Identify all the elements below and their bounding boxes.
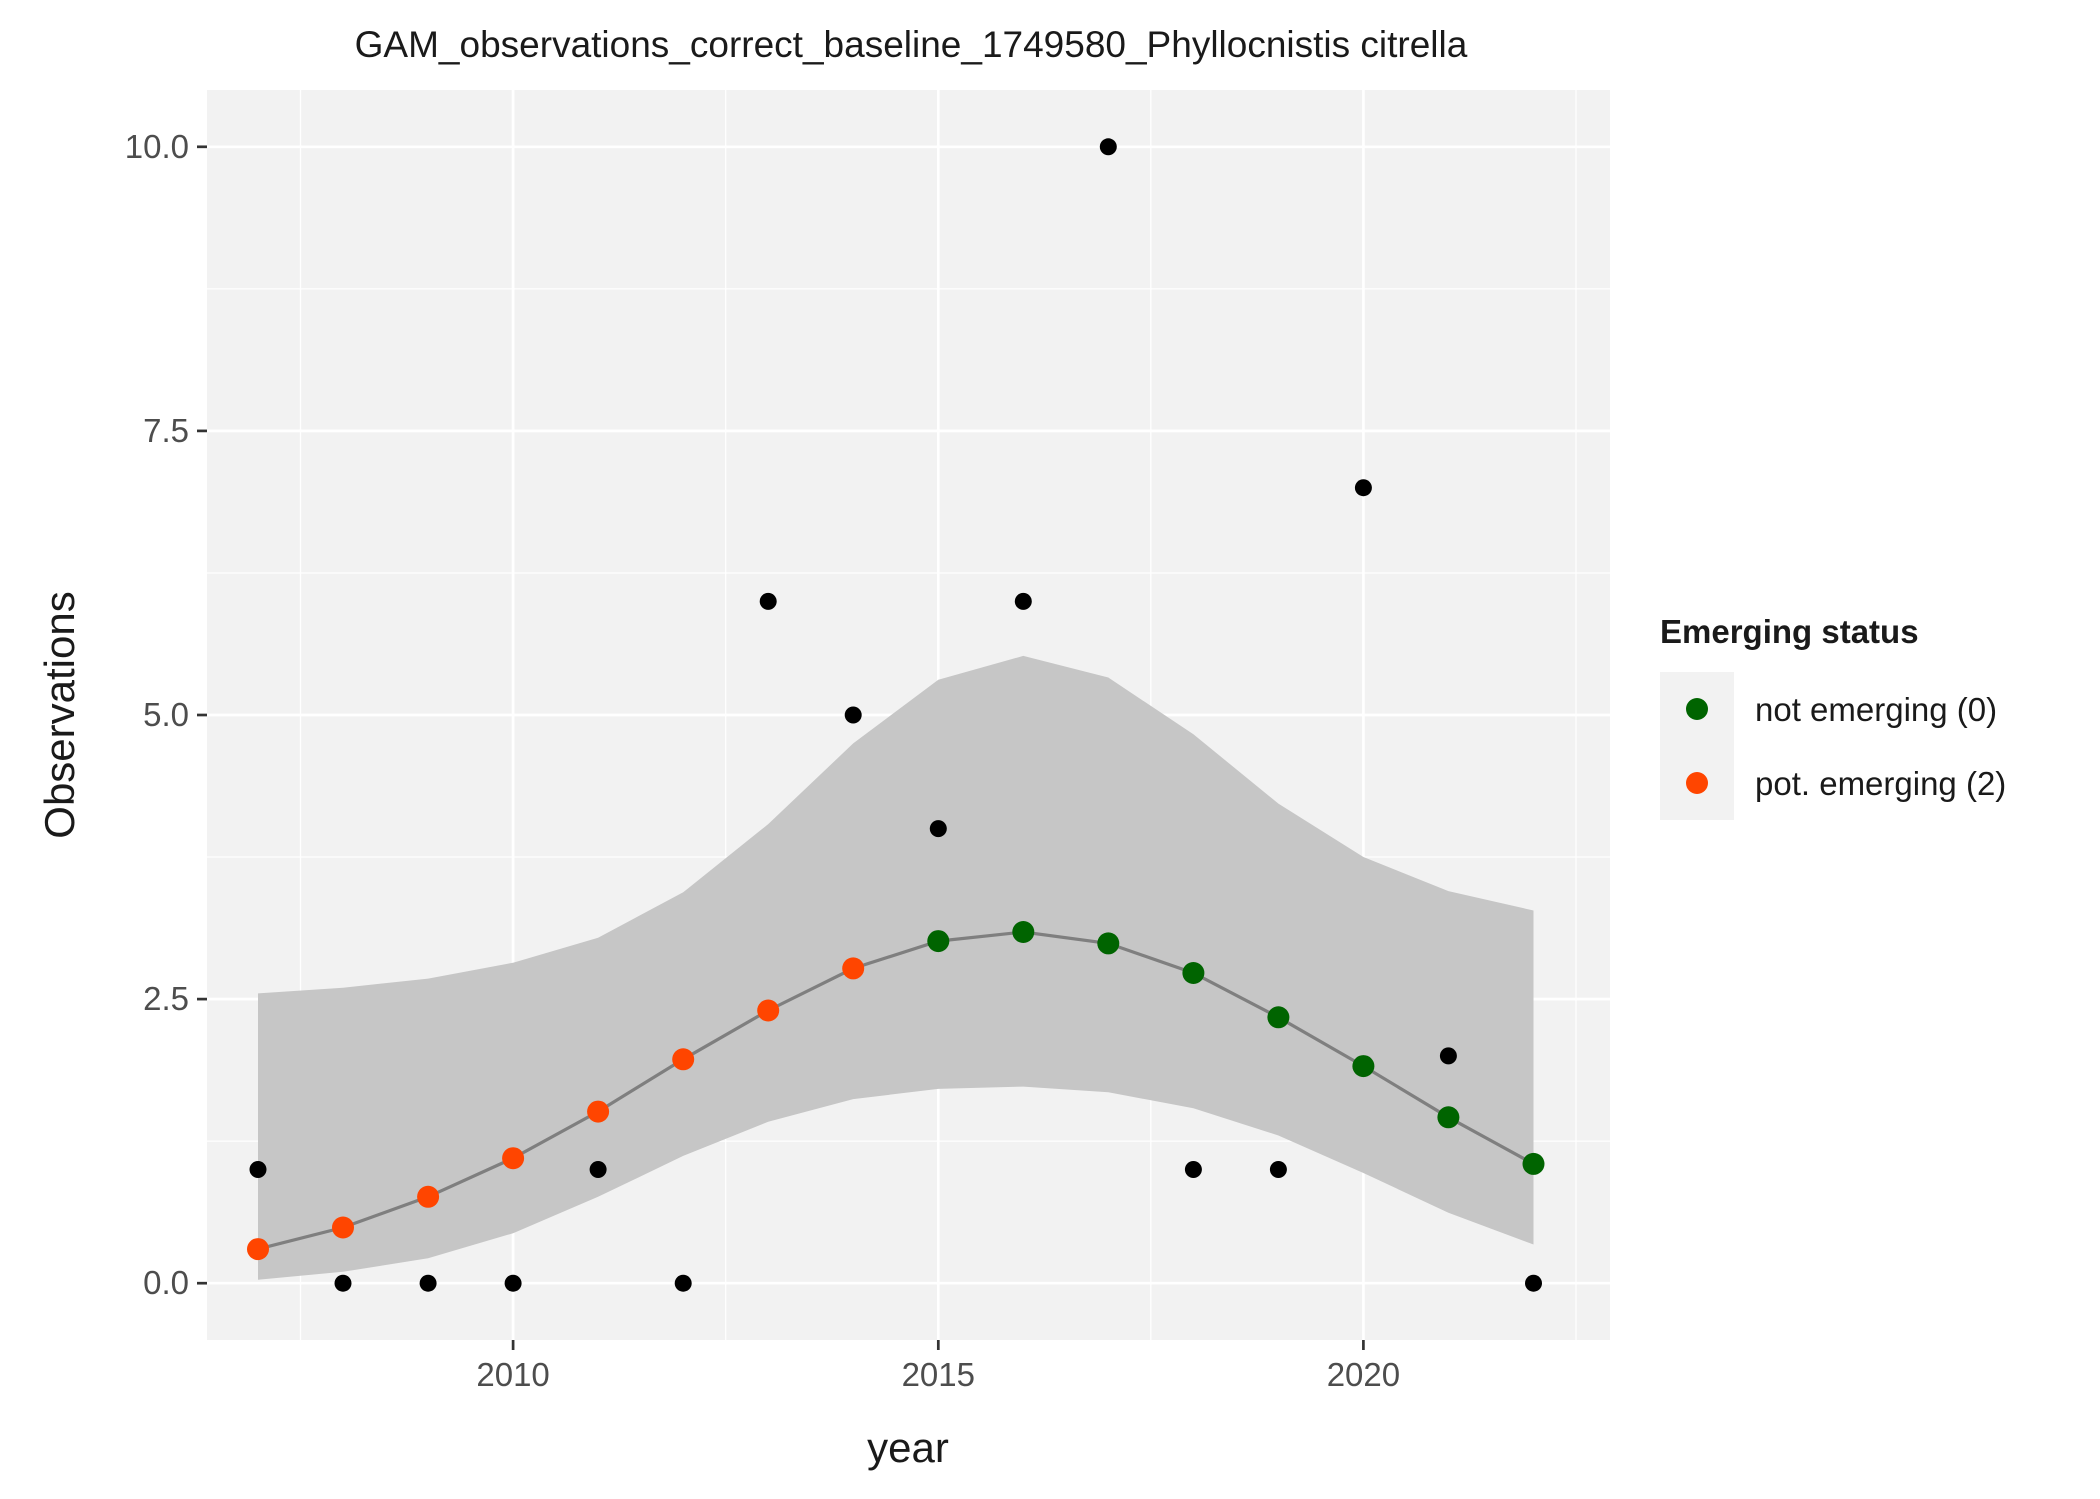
y-axis-label: Observations (36, 591, 83, 838)
legend-label-not-emerging: not emerging (0) (1755, 691, 1997, 728)
y-tick-label: 5.0 (143, 696, 189, 733)
fitted-point (1352, 1055, 1375, 1078)
fitted-point (247, 1238, 269, 1261)
y-tick-label: 10.0 (125, 128, 189, 165)
fitted-point (672, 1048, 695, 1071)
plot-panel (207, 90, 1610, 1340)
fitted-point (502, 1147, 525, 1170)
observed-point (1525, 1274, 1542, 1292)
x-axis: 2010 2015 2020 (476, 1340, 1400, 1393)
fitted-point (332, 1216, 354, 1239)
legend-key-pot-emerging (1686, 772, 1708, 794)
observed-point (589, 1161, 607, 1178)
observed-point (1014, 592, 1032, 610)
x-tick-label: 2010 (476, 1356, 549, 1393)
observed-point (929, 820, 947, 838)
observed-points (249, 138, 1542, 1292)
chart-title: GAM_observations_correct_baseline_174958… (355, 24, 1468, 65)
observed-point (1184, 1161, 1202, 1178)
y-tick-label: 2.5 (143, 980, 189, 1017)
y-axis: 0.0 2.5 5.0 7.5 10.0 (125, 128, 207, 1301)
fitted-point (927, 930, 950, 953)
fitted-point (1012, 921, 1035, 943)
legend-key-not-emerging (1686, 698, 1708, 720)
observed-point (844, 706, 862, 724)
observed-point (419, 1274, 437, 1292)
observed-point (674, 1274, 692, 1292)
fitted-point (1522, 1152, 1545, 1175)
y-tick-label: 0.0 (143, 1264, 189, 1301)
fitted-point (587, 1100, 610, 1123)
fitted-point (417, 1185, 440, 1208)
x-tick-label: 2015 (902, 1356, 975, 1393)
y-tick-label: 7.5 (143, 412, 189, 449)
x-tick-label: 2020 (1327, 1356, 1400, 1393)
fitted-point (757, 999, 780, 1022)
fitted-point (1182, 962, 1205, 984)
fitted-point (1267, 1006, 1290, 1029)
legend-title: Emerging status (1660, 613, 1919, 650)
observed-point (504, 1274, 522, 1292)
fitted-points (247, 921, 1545, 1261)
observed-point (759, 592, 777, 610)
observed-point (1439, 1047, 1457, 1065)
observed-point (1099, 138, 1117, 156)
legend: Emerging status not emerging (0) pot. em… (1660, 613, 2006, 820)
fitted-point (842, 957, 865, 980)
observed-point (1354, 479, 1372, 497)
observed-point (334, 1274, 352, 1292)
x-axis-label: year (867, 1424, 949, 1471)
legend-key-background (1660, 672, 1734, 820)
gam-fit-line (257, 930, 1535, 1251)
observed-point (249, 1161, 267, 1178)
legend-label-pot-emerging: pot. emerging (2) (1755, 765, 2006, 802)
observed-point (1269, 1161, 1287, 1178)
fitted-point (1437, 1106, 1460, 1129)
fitted-point (1097, 932, 1120, 955)
